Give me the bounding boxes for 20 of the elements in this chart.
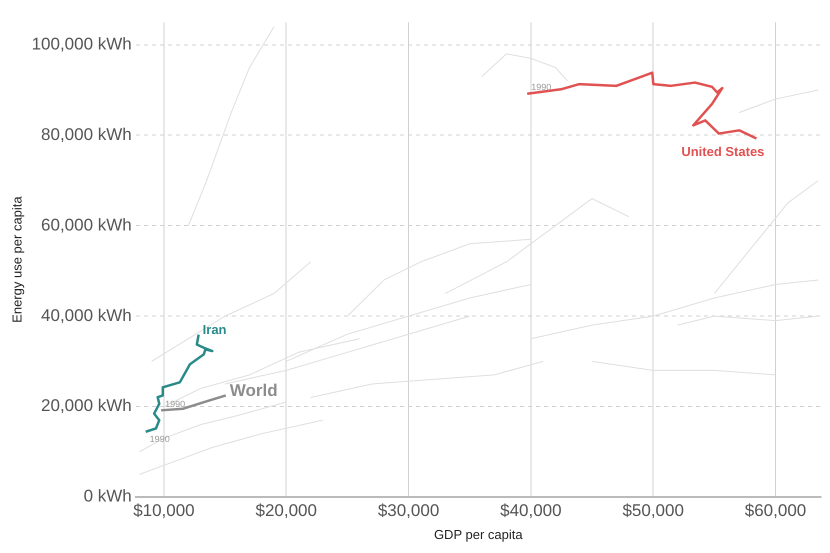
series-label: United States [681,144,764,160]
x-tick-label: $30,000 [378,500,440,520]
x-tick-label: $40,000 [500,500,562,520]
y-tick-label: 20,000 kWh [41,396,132,416]
series-label: Iran [202,322,227,338]
y-tick-label: 80,000 kWh [41,124,132,144]
y-tick-label: 0 kWh [84,486,132,506]
y-tick-label: 60,000 kWh [41,215,132,234]
x-tick-label: $10,000 [133,500,195,520]
x-tick-label: $20,000 [255,500,317,520]
x-tick-label: $60,000 [744,500,806,520]
annotation: 1990 [531,82,552,92]
annotation: 1990 [150,434,170,444]
series-label: World [230,381,278,400]
y-tick-label: 40,000 kWh [41,306,132,325]
x-axis-title: GDP per capita [434,526,524,542]
annotation: 1990 [165,398,186,409]
y-axis-title: Energy use per capita [9,196,24,323]
x-tick-label: $50,000 [622,500,684,520]
y-tick-label: 100,000 kWh [32,34,132,54]
